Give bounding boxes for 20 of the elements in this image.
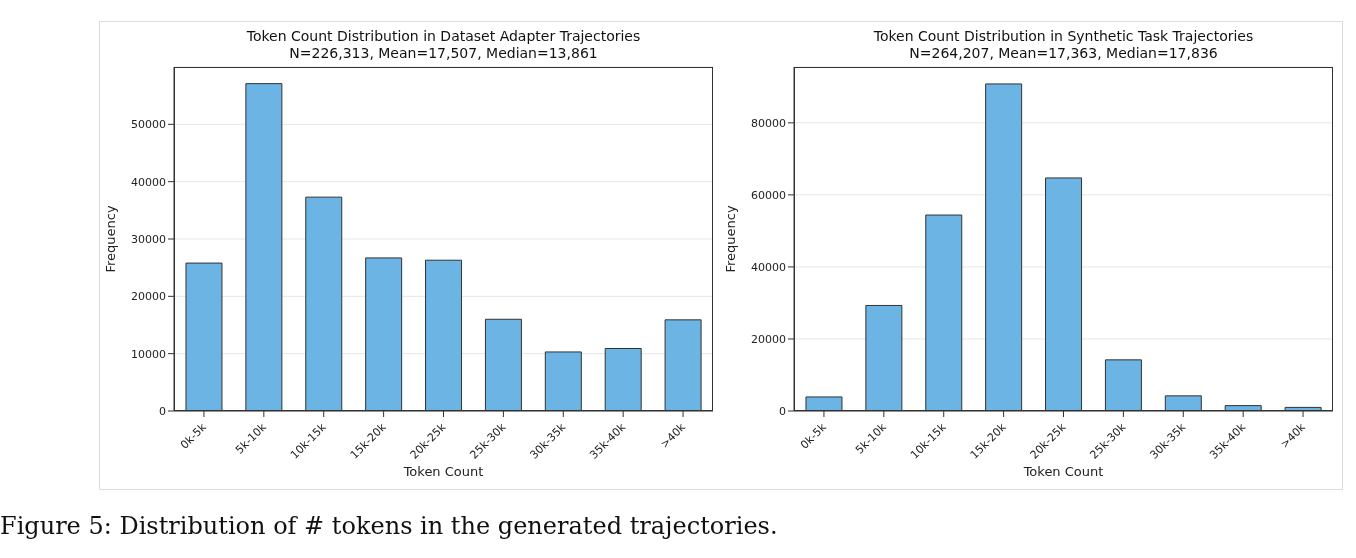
y-tick-label: 10000 bbox=[131, 347, 166, 361]
y-tick-label: 30000 bbox=[131, 232, 166, 246]
y-tick-label: 40000 bbox=[751, 260, 786, 274]
y-axis-title: Frequency bbox=[722, 205, 738, 273]
chart-title: Token Count Distribution in Synthetic Task Trajectories bbox=[872, 28, 1255, 45]
y-tick-label: 60000 bbox=[751, 188, 786, 202]
chart-subtitle: N=264,207, Mean=17,363, Median=17,836 bbox=[908, 45, 1219, 62]
y-tick-label: 80000 bbox=[751, 116, 786, 130]
y-tick-label: 20000 bbox=[131, 290, 166, 304]
y-tick-label: 0 bbox=[159, 404, 166, 418]
chart-subtitle: N=226,313, Mean=17,507, Median=13,861 bbox=[288, 45, 599, 62]
caption: Figure 5: Distribution of # tokens in the generated trajectories. bbox=[0, 512, 778, 540]
x-axis-title: Token Count bbox=[402, 464, 484, 479]
y-tick-label: 50000 bbox=[131, 118, 166, 132]
y-tick-label: 40000 bbox=[131, 175, 166, 189]
chart-title: Token Count Distribution in Dataset Adapter Trajectories bbox=[245, 28, 642, 45]
y-tick-label: 20000 bbox=[751, 332, 786, 346]
x-axis-title: Token Count bbox=[1022, 464, 1104, 479]
y-tick-label: 0 bbox=[779, 404, 786, 418]
y-axis-title: Frequency bbox=[102, 205, 118, 273]
